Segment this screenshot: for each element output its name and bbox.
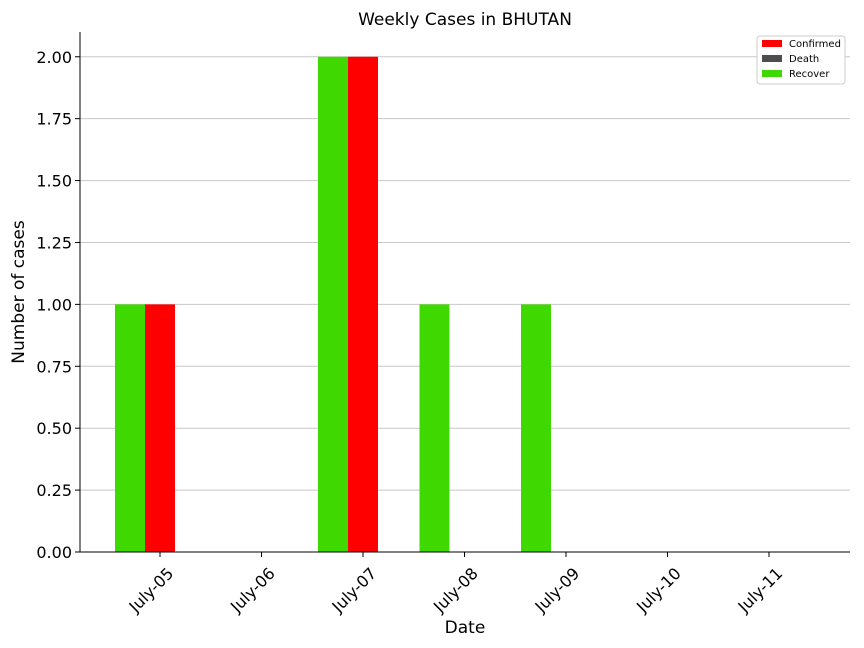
x-tick-label: July-11 [734, 564, 787, 617]
bar-confirmed [145, 304, 175, 552]
y-tick-label: 0.00 [36, 543, 72, 562]
bar-recover [115, 304, 145, 552]
legend-swatch [762, 40, 782, 47]
x-tick-label: July-09 [531, 564, 584, 617]
y-tick-label: 0.50 [36, 419, 72, 438]
y-tick-label: 1.25 [36, 233, 72, 252]
y-tick-label: 1.50 [36, 172, 72, 191]
bar-recover [419, 304, 450, 552]
y-tick-label: 2.00 [36, 48, 72, 67]
legend-label: Recover [789, 69, 830, 80]
y-tick-label: 1.00 [36, 295, 72, 314]
legend-label: Death [789, 54, 819, 65]
legend-label: Confirmed [789, 39, 841, 50]
bar-recover [318, 56, 348, 553]
x-axis-title: Date [445, 618, 486, 638]
bars [115, 56, 551, 553]
y-tick-label: 1.75 [36, 110, 72, 129]
y-tick-label: 0.25 [36, 481, 72, 500]
x-tick-label: July-08 [429, 564, 482, 617]
axes [79, 32, 850, 553]
bar-recover [521, 304, 551, 552]
legend-swatch [762, 55, 782, 62]
y-tick-label: 0.75 [36, 357, 72, 376]
chart-title: Weekly Cases in BHUTAN [358, 10, 572, 30]
y-ticks: 0.00 0.25 0.50 0.75 1.00 1.25 1.50 1.75 2.00 [36, 48, 80, 562]
y-axis-title: Number of cases [9, 220, 29, 364]
x-tick-label: July-10 [632, 564, 685, 617]
x-tick-label: July-07 [328, 564, 381, 617]
legend-swatch [762, 70, 782, 77]
x-tick-label: July-06 [226, 564, 279, 617]
grid [80, 56, 850, 491]
x-ticks: July-05 July-06 July-07 July-08 July-09 July-… [125, 552, 787, 617]
legend: Confirmed Death Recover [756, 35, 846, 85]
bar-confirmed [348, 56, 378, 553]
x-tick-label: July-05 [125, 564, 178, 617]
